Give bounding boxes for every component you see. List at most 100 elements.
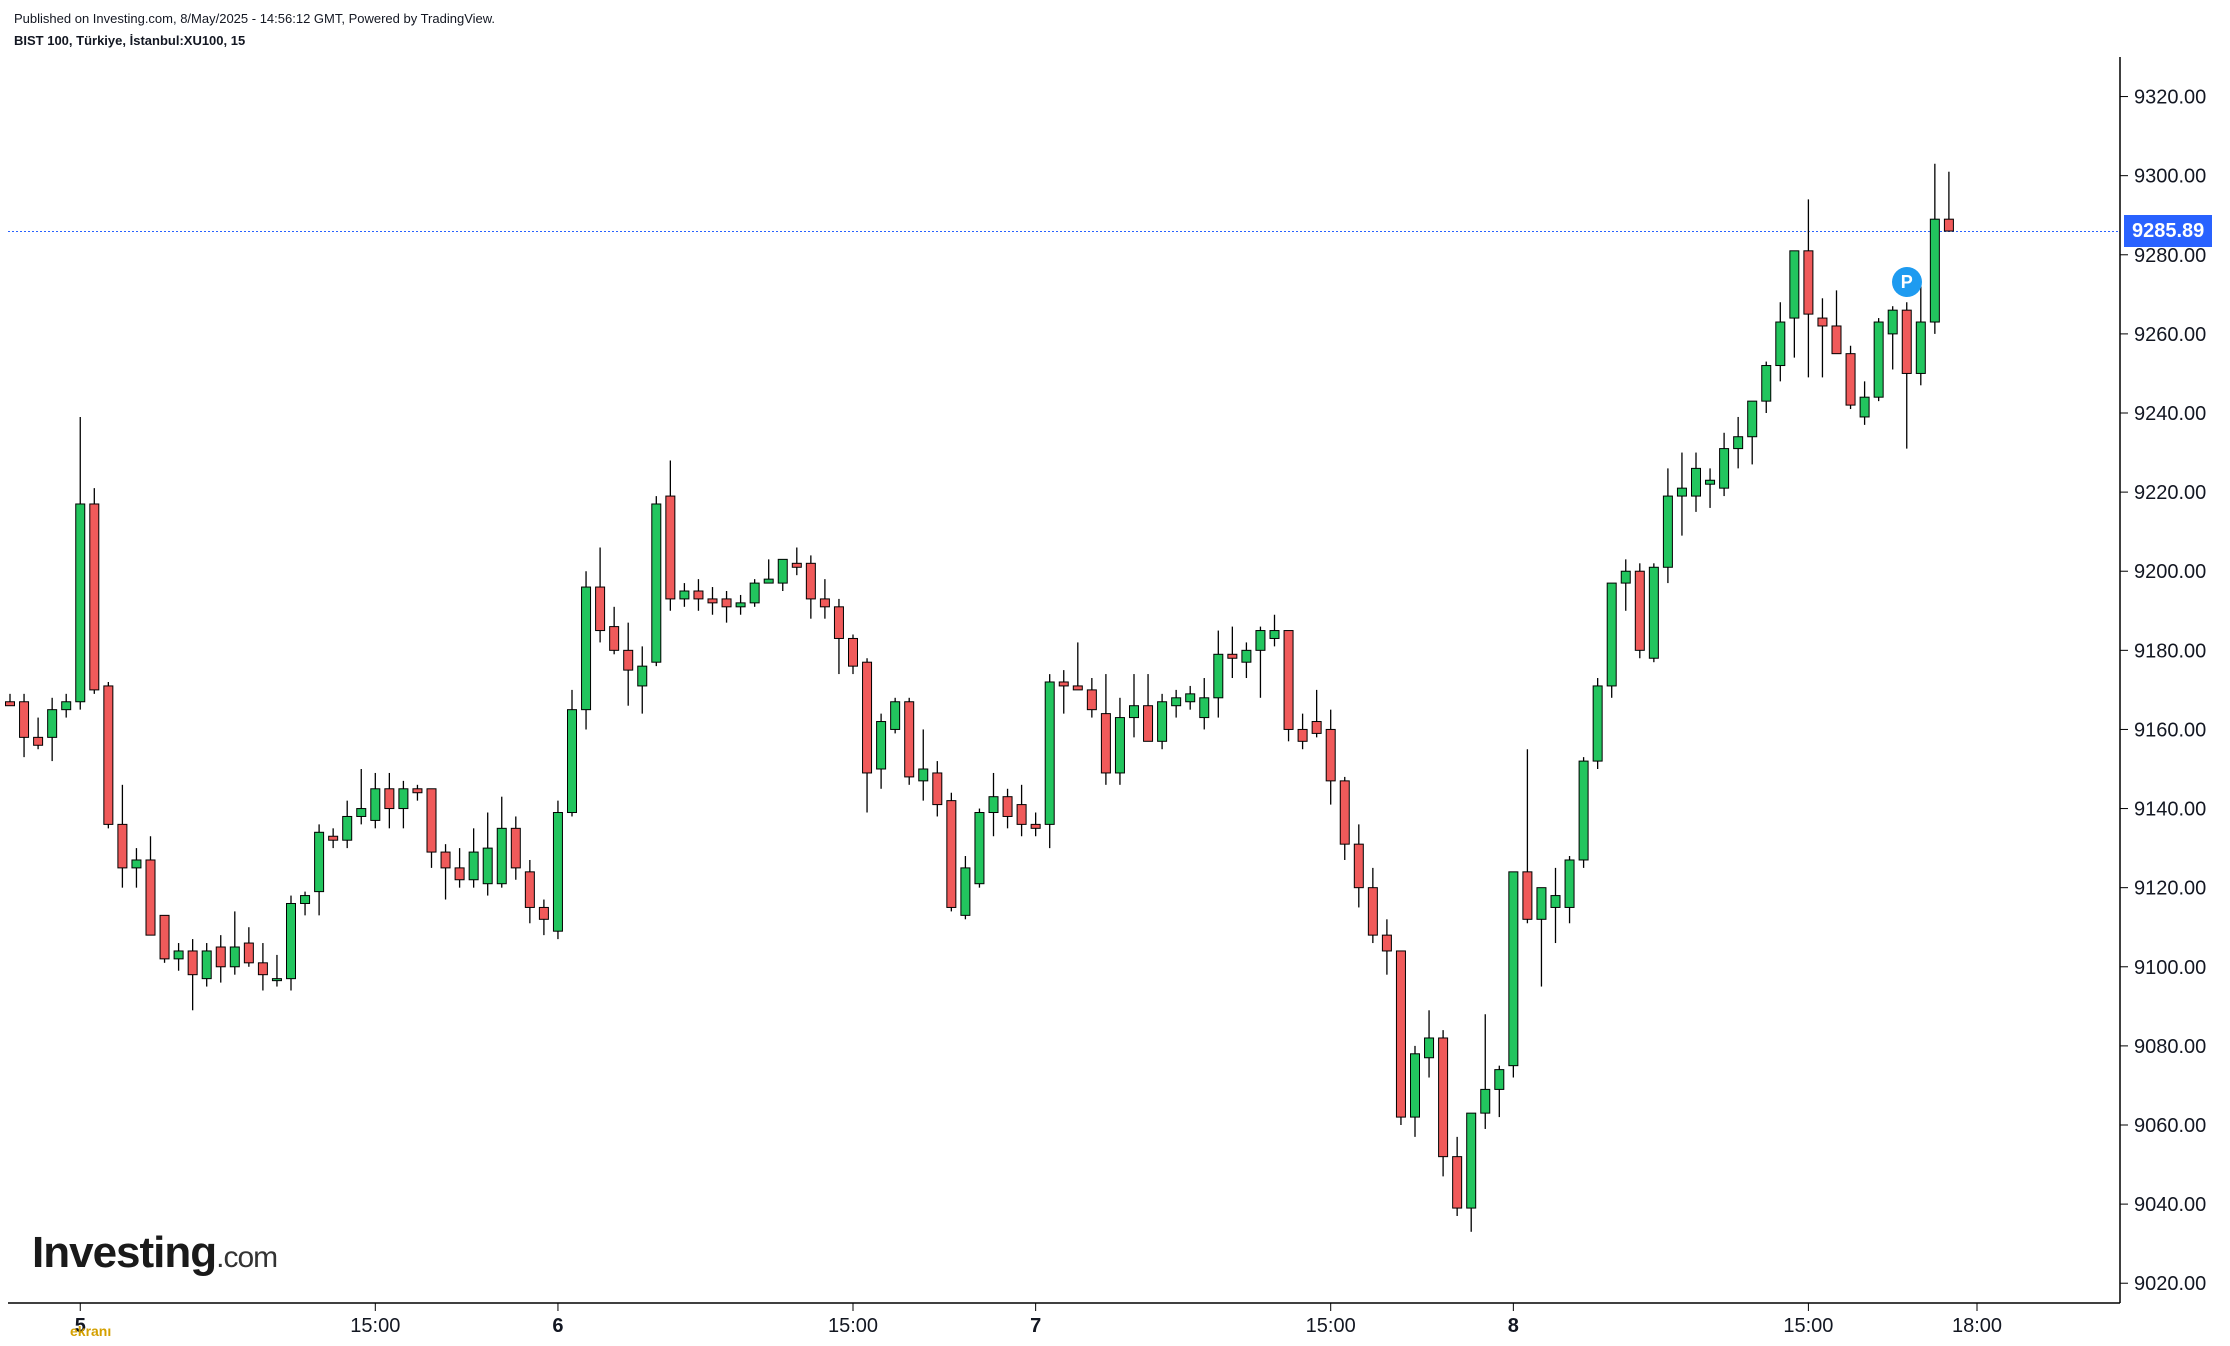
candle-up [47,709,58,738]
candle-down [1227,653,1238,659]
candle-up [1255,630,1266,651]
candle-down [595,586,606,632]
candle-down [1325,728,1336,782]
candle-up [1550,895,1561,908]
watermark-text: ekranı [70,1323,112,1339]
candle-up [1789,250,1800,319]
candle-down [1634,570,1645,651]
candle-up [1269,630,1280,639]
candle-up [1494,1069,1505,1090]
candle-down [117,823,128,869]
candle-down [1030,823,1041,829]
candle-up [482,847,493,885]
y-tick-label: 9220.00 [2134,482,2206,504]
candle-up [271,978,282,982]
candle-up [1213,653,1224,699]
candle-down [538,906,549,920]
candle-up [1676,487,1687,497]
candle-up [890,701,901,730]
candle-up [777,558,788,584]
y-tick-label: 9140.00 [2134,799,2206,821]
candle-down [1072,685,1083,691]
candle-up [229,946,240,968]
candle-down [1143,705,1154,742]
y-tick-label: 9200.00 [2134,561,2206,583]
candle-down [159,914,170,960]
candle-up [496,827,507,885]
y-tick-label: 9260.00 [2134,324,2206,346]
candle-up [1887,309,1898,335]
symbol-title: BIST 100, Türkiye, İstanbul:XU100, 15 [14,33,246,48]
published-note: Published on Investing.com, 8/May/2025 -… [14,11,496,26]
candle-up [1662,495,1673,568]
candle-up [1564,859,1575,908]
candle-down [524,871,535,908]
y-tick-label: 9120.00 [2134,878,2206,900]
y-tick-label: 9080.00 [2134,1036,2206,1058]
y-tick-label: 9020.00 [2134,1273,2206,1295]
candle-up [581,586,592,711]
candle-down [693,590,704,600]
candle-down [1100,713,1111,774]
candle-up [1648,566,1659,659]
candle-down [412,788,423,794]
x-tick-label: 6 [552,1315,563,1337]
candle-down [328,835,339,841]
y-tick-label: 9280.00 [2134,245,2206,267]
candle-down [848,637,858,667]
candle-up [300,895,311,904]
candle-down [1452,1156,1463,1209]
candle-down [665,495,676,600]
last-price-label: 9285.89 [2124,215,2213,248]
candle-up [1592,685,1603,762]
candle-down [721,598,732,608]
candle-up [1761,365,1772,402]
candle-down [946,800,957,908]
candle-down [1016,804,1027,825]
candle-up [1185,693,1196,703]
candle-up [1719,448,1730,489]
candle-up [679,590,690,600]
candle-up [960,867,971,916]
candle-up [1915,321,1926,374]
y-tick-label: 9320.00 [2134,87,2206,109]
candle-down [1803,250,1814,315]
candle-down [1901,309,1912,374]
y-tick-label: 9240.00 [2134,403,2206,425]
candle-down [1395,950,1406,1118]
y-tick-label: 9300.00 [2134,166,2206,188]
candle-down [440,851,451,869]
candle-down [1367,887,1378,936]
candle-down [1339,780,1350,845]
candle-down [1817,317,1828,327]
p-marker-icon[interactable]: P [1891,267,1922,298]
candle-up [735,602,746,608]
candle-up [314,831,325,893]
candle-up [988,796,999,814]
candle-up [1199,697,1210,719]
candle-down [5,701,15,707]
x-tick-label: 15:00 [1783,1315,1833,1337]
candle-down [1353,843,1364,889]
candle-up [1578,760,1589,861]
x-tick-label: 15:00 [1306,1315,1356,1337]
investing-logo: Investing.com [32,1228,278,1277]
candle-down [1086,689,1097,711]
candle-up [1157,701,1168,742]
candle-down [384,788,395,810]
y-tick-label: 9100.00 [2134,957,2206,979]
candle-down [1058,681,1069,687]
candle-down [145,859,156,936]
candle-down [257,962,268,976]
candle-down [89,503,100,691]
candle-up [567,709,577,814]
y-tick-label: 9160.00 [2134,719,2206,741]
x-tick-label: 18:00 [1952,1315,2002,1337]
candle-up [1466,1112,1477,1209]
axes: 9020.00 9040.00 9060.00 9080.00 9100.00 9120.… [8,57,2206,1337]
candle-down [454,867,465,881]
candle-down [932,772,943,806]
y-tick-label: 9040.00 [2134,1194,2206,1216]
candle-up [552,812,563,932]
